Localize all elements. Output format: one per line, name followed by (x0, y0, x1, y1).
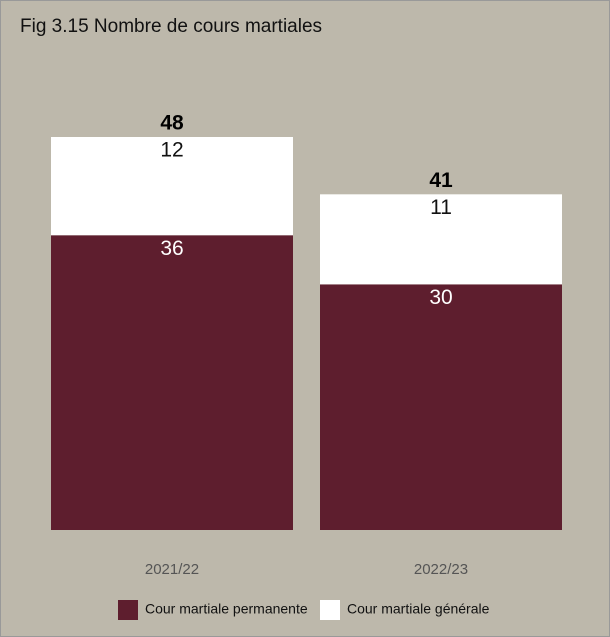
legend-label: Cour martiale permanente (145, 601, 308, 617)
chart-title: Fig 3.15 Nombre de cours martiales (20, 16, 322, 37)
legend-swatch (118, 600, 138, 620)
data-label: 11 (430, 196, 452, 219)
legend-label: Cour martiale générale (347, 601, 490, 617)
total-label: 41 (429, 169, 453, 192)
data-label: 36 (160, 237, 183, 260)
total-label: 48 (160, 112, 184, 135)
x-tick-label: 2022/23 (414, 561, 468, 578)
bar-segment (51, 137, 293, 236)
legend-swatch (320, 600, 340, 620)
bar-segment (320, 284, 562, 530)
x-tick-label: 2021/22 (145, 561, 199, 578)
bar-segment (320, 194, 562, 285)
data-label: 12 (160, 139, 183, 162)
bar-segment (51, 235, 293, 530)
data-label: 30 (429, 286, 452, 309)
